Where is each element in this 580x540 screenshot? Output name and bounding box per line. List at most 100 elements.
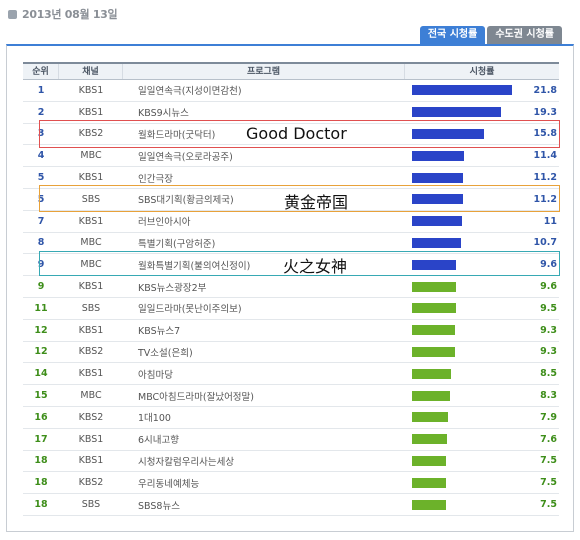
program-cell[interactable]: 우리동네예체능 xyxy=(138,478,200,490)
channel-cell: MBC xyxy=(80,259,102,271)
program-cell[interactable]: SBS8뉴스 xyxy=(138,500,180,512)
program-cell[interactable]: 특별기획(구암허준) xyxy=(138,238,216,250)
channel-cell: MBC xyxy=(80,237,102,249)
table-row: 17 KBS1 6시내고향 7.6 xyxy=(23,429,559,451)
rank-cell: 5 xyxy=(37,193,45,205)
table-row: 3 KBS2 월화드라마(굿닥터) 15.8 xyxy=(23,124,559,146)
rating-bar xyxy=(412,259,457,270)
channel-cell: MBC xyxy=(80,150,102,162)
program-cell[interactable]: 인간극장 xyxy=(138,173,173,185)
rank-cell: 18 xyxy=(34,455,48,467)
header-rank: 순위 xyxy=(23,64,59,79)
rating-cell: 7.5 xyxy=(405,451,559,472)
table-row: 14 KBS1 아침마당 8.5 xyxy=(23,363,559,386)
rating-bar xyxy=(412,325,455,336)
channel-cell: SBS xyxy=(81,193,101,205)
program-cell[interactable]: TV소설(은희) xyxy=(138,347,193,359)
rank-cell: 8 xyxy=(37,237,45,249)
program-cell[interactable]: 러브인아시아 xyxy=(138,217,191,229)
rating-cell: 9.3 xyxy=(405,320,559,341)
rating-bar xyxy=(412,390,451,401)
rating-bar xyxy=(412,368,451,379)
header-rating: 시청률 xyxy=(469,67,495,77)
program-cell[interactable]: 아침마당 xyxy=(138,369,173,381)
channel-cell: KBS2 xyxy=(78,411,104,423)
program-cell[interactable]: MBC아침드라마(잘났어정말) xyxy=(138,391,254,403)
rating-bar xyxy=(412,303,456,314)
program-cell[interactable]: 6시내고향 xyxy=(138,435,180,447)
rating-value: 10.7 xyxy=(533,237,557,249)
table-row: 5 SBS SBS대기획(황금의제국) 11.2 xyxy=(23,189,559,211)
rating-bar xyxy=(412,412,449,423)
annotation-goddess-of-fire: 火之女神 xyxy=(283,257,348,276)
rating-value: 8.5 xyxy=(540,368,557,380)
program-cell[interactable]: KBS9시뉴스 xyxy=(138,108,189,120)
tab-national-rating[interactable]: 전국 시청률 xyxy=(419,26,486,44)
program-cell[interactable]: 일일연속극(오로라공주) xyxy=(138,151,233,163)
rating-value: 7.6 xyxy=(540,433,557,445)
rating-value: 11.4 xyxy=(533,150,557,162)
rating-value: 9.3 xyxy=(540,346,557,358)
channel-cell: MBC xyxy=(80,390,102,402)
program-cell[interactable]: KBS뉴스7 xyxy=(138,326,181,338)
rating-cell: 15.8 xyxy=(405,124,559,145)
tab-capital-area-rating[interactable]: 수도권 시청률 xyxy=(487,26,562,44)
rank-cell: 12 xyxy=(34,346,48,358)
table-row: 18 KBS2 우리동네예체능 7.5 xyxy=(23,472,559,495)
program-cell[interactable]: 일일연속극(지성이면감천) xyxy=(138,86,242,98)
rating-cell: 11 xyxy=(405,211,559,232)
program-cell[interactable]: 1대100 xyxy=(138,413,171,425)
program-cell[interactable]: 월화특별기획(불의여신정이) xyxy=(138,260,251,272)
rating-cell: 7.5 xyxy=(405,472,559,493)
rating-bar xyxy=(412,434,447,445)
table-row: 5 KBS1 인간극장 11.2 xyxy=(23,167,559,189)
rating-value: 9.6 xyxy=(540,259,557,271)
channel-cell: SBS xyxy=(81,499,101,511)
channel-cell: KBS2 xyxy=(78,477,104,489)
rating-cell: 9.6 xyxy=(405,276,559,297)
channel-cell: KBS1 xyxy=(78,324,104,336)
rank-cell: 18 xyxy=(34,477,48,489)
rating-cell: 9.3 xyxy=(405,342,559,363)
program-cell[interactable]: SBS대기획(황금의제국) xyxy=(138,195,234,207)
channel-cell: KBS1 xyxy=(78,215,104,227)
rating-value: 11 xyxy=(543,215,557,227)
program-cell[interactable]: KBS뉴스광장2부 xyxy=(138,282,207,294)
rating-bar xyxy=(412,281,457,292)
rating-cell: 8.5 xyxy=(405,363,559,384)
rank-cell: 1 xyxy=(37,84,45,96)
channel-cell: KBS1 xyxy=(78,281,104,293)
channel-cell: KBS1 xyxy=(78,172,104,184)
channel-cell: KBS1 xyxy=(78,433,104,445)
rating-cell: 21.8 xyxy=(405,80,559,101)
rating-cell: 11.2 xyxy=(405,189,559,210)
rating-bar xyxy=(412,150,465,161)
rank-cell: 9 xyxy=(37,281,45,293)
rating-bar xyxy=(412,455,447,466)
table-row: 18 SBS SBS8뉴스 7.5 xyxy=(23,494,559,516)
rating-bar xyxy=(412,85,512,96)
rating-bar xyxy=(412,216,463,227)
calendar-icon xyxy=(8,9,17,19)
program-cell[interactable]: 일일드라마(못난이주의보) xyxy=(138,304,242,316)
channel-cell: KBS1 xyxy=(78,106,104,118)
table-body: 1 KBS1 일일연속극(지성이면감천) 21.8 2 KBS1 KBS9시뉴스 19.3 3 K… xyxy=(23,80,559,516)
table-row: 4 MBC 일일연속극(오로라공주) 11.4 xyxy=(23,145,559,168)
program-cell[interactable]: 월화드라마(굿닥터) xyxy=(138,129,216,141)
channel-cell: SBS xyxy=(81,302,101,314)
table-header: 순위 채널 프로그램 시청률 xyxy=(23,62,559,80)
rank-cell: 9 xyxy=(37,259,45,271)
table-row: 12 KBS1 KBS뉴스7 9.3 xyxy=(23,320,559,342)
table-row: 15 MBC MBC아침드라마(잘났어정말) 8.3 xyxy=(23,385,559,407)
table-row: 2 KBS1 KBS9시뉴스 19.3 xyxy=(23,102,559,124)
rating-value: 9.6 xyxy=(540,281,557,293)
rating-cell: 7.5 xyxy=(405,494,559,515)
rating-cell: 10.7 xyxy=(405,233,559,254)
channel-cell: KBS2 xyxy=(78,128,104,140)
rating-value: 9.3 xyxy=(540,324,557,336)
rating-cell: 19.3 xyxy=(405,102,559,123)
rank-cell: 3 xyxy=(37,128,45,140)
program-cell[interactable]: 시청자칼럼우리사는세상 xyxy=(138,456,235,468)
rating-cell: 9.6 xyxy=(405,254,559,275)
channel-cell: KBS1 xyxy=(78,455,104,467)
